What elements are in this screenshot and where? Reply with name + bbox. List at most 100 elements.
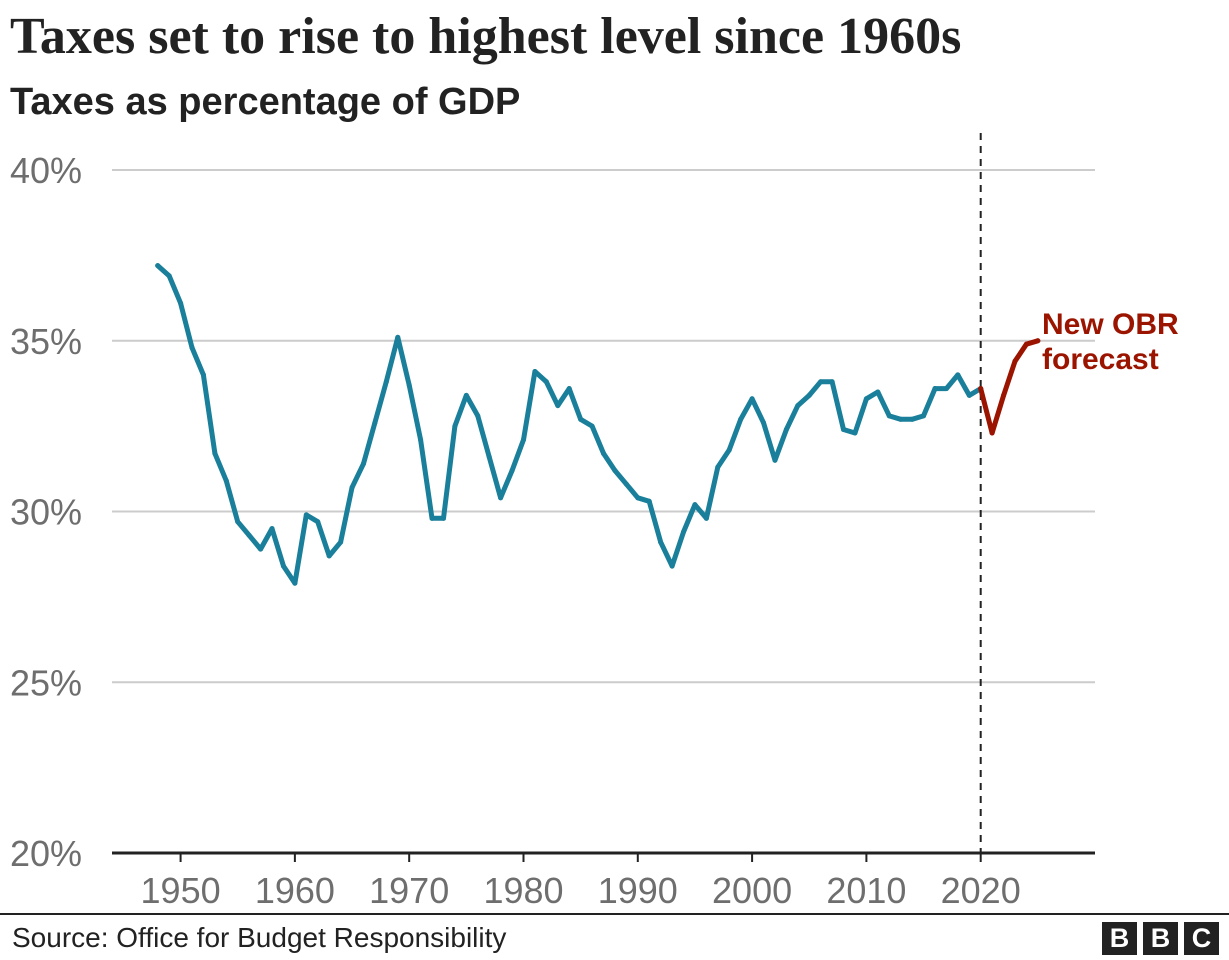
actual-data-point	[200, 372, 206, 378]
actual-data-point	[806, 392, 812, 398]
actual-data-point	[189, 345, 195, 351]
x-tick-label: 1960	[255, 870, 335, 911]
actual-data-point	[921, 413, 927, 419]
forecast-annotation-text: forecast	[1042, 343, 1159, 376]
actual-data-point	[280, 563, 286, 569]
actual-data-point	[223, 478, 229, 484]
actual-data-point	[440, 515, 446, 521]
actual-data-point	[555, 403, 561, 409]
bbc-logo-block: C	[1184, 922, 1219, 955]
actual-data-point	[543, 379, 549, 385]
actual-data-point	[212, 450, 218, 456]
actual-data-point	[943, 386, 949, 392]
actual-data-point	[612, 468, 618, 474]
actual-data-point	[932, 386, 938, 392]
actual-data-point	[269, 526, 275, 532]
actual-data-point	[646, 498, 652, 504]
y-tick-label: 30%	[10, 492, 82, 533]
footer-divider	[0, 913, 1229, 915]
forecast-data-point	[1001, 392, 1007, 398]
actual-data-point	[886, 413, 892, 419]
actual-data-point	[475, 413, 481, 419]
gridlines	[112, 169, 1095, 684]
x-tick-label: 1950	[141, 870, 221, 911]
forecast-series-line	[978, 338, 1041, 436]
actual-data-point	[486, 454, 492, 460]
actual-data-point	[726, 447, 732, 453]
actual-data-point	[783, 427, 789, 433]
forecast-data-point	[1012, 358, 1018, 364]
actual-data-point	[258, 546, 264, 552]
chart-title: Taxes set to rise to highest level since…	[10, 8, 962, 65]
actual-data-point	[566, 386, 572, 392]
actual-data-point	[349, 485, 355, 491]
actual-data-point	[749, 396, 755, 402]
actual-data-point	[818, 379, 824, 385]
actual-data-point	[578, 416, 584, 422]
series-lines	[155, 263, 1041, 586]
actual-data-point	[406, 382, 412, 388]
x-tick-label: 1970	[369, 870, 449, 911]
forecast-data-point	[1023, 341, 1029, 347]
actual-data-point	[315, 519, 321, 525]
actual-data-point	[863, 396, 869, 402]
actual-data-point	[692, 502, 698, 508]
actual-data-point	[520, 437, 526, 443]
actual-data-point	[669, 563, 675, 569]
source-note: Source: Office for Budget Responsibility	[12, 922, 507, 953]
actual-data-point	[955, 372, 961, 378]
tax-gdp-line-chart: 20% 25% 30% 35% 40% 1950 1960 1970 1980 1990 2000…	[10, 133, 1179, 911]
y-tick-label: 35%	[10, 321, 82, 362]
actual-data-point	[966, 392, 972, 398]
y-tick-label: 40%	[10, 150, 82, 191]
actual-data-point	[841, 427, 847, 433]
y-tick-label: 25%	[10, 662, 82, 703]
actual-data-point	[326, 553, 332, 559]
actual-data-point	[681, 529, 687, 535]
forecast-data-point	[989, 430, 995, 436]
actual-data-point	[635, 495, 641, 501]
actual-data-point	[601, 450, 606, 456]
actual-data-point	[852, 430, 858, 436]
x-axis: 1950 1960 1970 1980 1990 2000 2010 2020	[112, 851, 1095, 911]
x-tick-label: 1980	[483, 870, 563, 911]
actual-data-point	[658, 539, 664, 545]
actual-data-point	[383, 379, 389, 385]
actual-data-point	[898, 416, 904, 422]
actual-data-point	[738, 416, 744, 422]
forecast-data-point	[1035, 338, 1041, 344]
actual-data-point	[360, 461, 366, 467]
actual-data-point	[795, 403, 801, 409]
actual-data-point	[909, 416, 915, 422]
forecast-data-point	[978, 386, 984, 392]
forecast-annotation-text: New OBR	[1042, 308, 1179, 341]
actual-series-line	[155, 263, 984, 586]
actual-data-point	[463, 392, 469, 398]
actual-data-point	[292, 580, 298, 586]
bbc-logo-block: B	[1143, 922, 1178, 955]
actual-data-point	[395, 334, 401, 340]
bbc-logo-block: B	[1102, 922, 1137, 955]
actual-data-point	[235, 519, 241, 525]
actual-data-point	[509, 468, 515, 474]
actual-data-point	[703, 515, 709, 521]
actual-data-point	[623, 481, 629, 487]
actual-data-point	[166, 273, 172, 279]
x-tick-label: 2000	[712, 870, 792, 911]
actual-data-point	[532, 368, 538, 374]
y-tick-label: 20%	[10, 833, 82, 874]
chart-subtitle: Taxes as percentage of GDP	[10, 81, 521, 123]
actual-data-point	[829, 379, 835, 385]
actual-data-point	[429, 515, 435, 521]
actual-data-point	[452, 423, 458, 429]
y-axis-ticks: 20% 25% 30% 35% 40%	[10, 150, 82, 874]
actual-data-point	[338, 539, 344, 545]
x-tick-label: 2010	[826, 870, 906, 911]
actual-data-point	[155, 263, 161, 269]
actual-data-point	[875, 389, 881, 395]
actual-data-point	[418, 437, 424, 443]
actual-data-point	[498, 495, 504, 501]
actual-data-point	[178, 300, 184, 306]
actual-data-point	[372, 420, 378, 426]
